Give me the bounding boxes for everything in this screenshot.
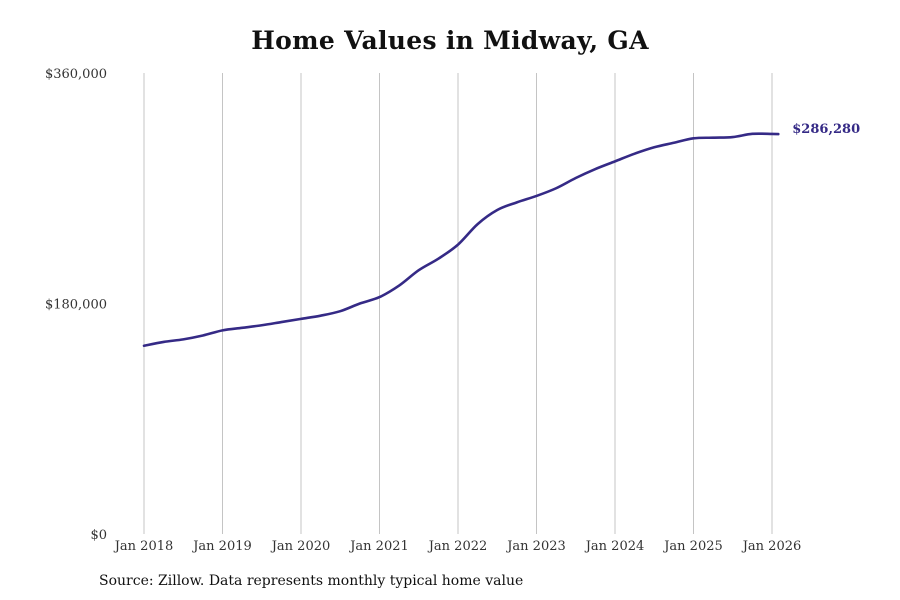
x-tick-label: Jan 2020 — [270, 539, 331, 554]
x-tick-label: Jan 2025 — [662, 539, 723, 554]
x-tick-label: Jan 2023 — [505, 539, 566, 554]
grid-lines — [143, 73, 773, 534]
x-tick-label: Jan 2022 — [427, 539, 488, 554]
series-line-0 — [142, 132, 780, 348]
end-value-label: $286,280 — [792, 122, 860, 137]
x-tick-label: Jan 2024 — [584, 539, 645, 554]
y-tick-label: $360,000 — [45, 67, 107, 82]
y-tick-label: $180,000 — [45, 298, 107, 313]
axis-labels: Jan 2018 Jan 2019 Jan 2020 Jan 2021 Jan 2022… — [45, 67, 801, 554]
x-tick-label: Jan 2021 — [348, 539, 409, 554]
x-tick-label: Jan 2019 — [191, 539, 252, 554]
chart-title: Home Values in Midway, GA — [251, 26, 649, 55]
chart-source: Source: Zillow. Data represents monthly … — [99, 573, 524, 589]
x-tick-label: Jan 2026 — [741, 539, 802, 554]
x-tick-label: Jan 2018 — [113, 539, 174, 554]
y-tick-label: $0 — [90, 528, 107, 543]
series-layer: $286,280 — [142, 122, 860, 348]
